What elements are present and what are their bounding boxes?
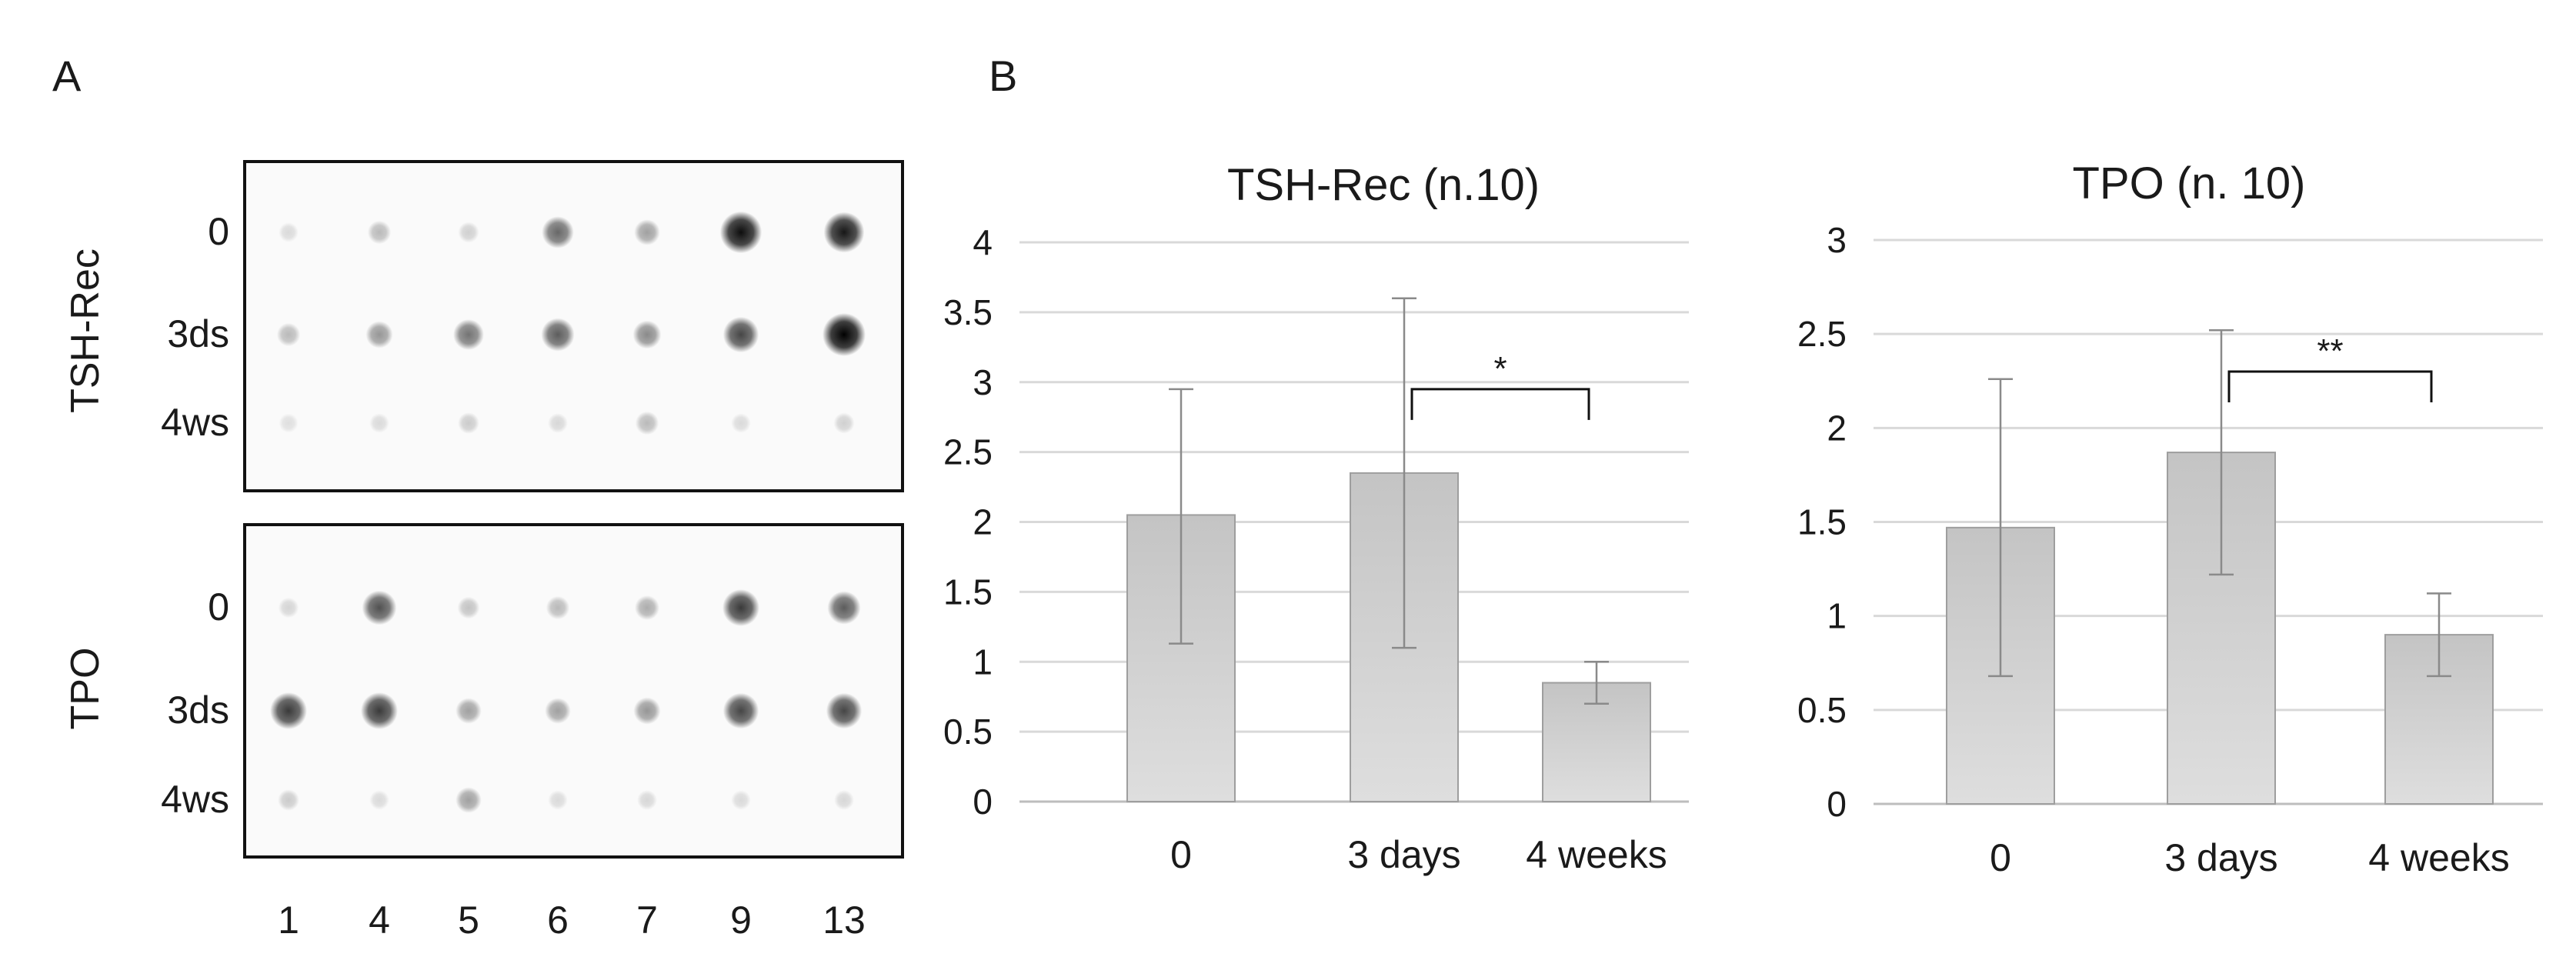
blot-spot bbox=[369, 790, 389, 810]
tsh-rec-bar-chart: TSH-Rec (n.10) 0 0.5 1 1.5 2 2.5 3 3.5 4 0 3 days 4 … bbox=[943, 160, 1689, 876]
blot-spot bbox=[278, 597, 299, 619]
blot-spot bbox=[457, 596, 480, 619]
x-category-label: 0 bbox=[1170, 833, 1192, 876]
significance-bracket bbox=[2227, 370, 2433, 403]
blot-spot bbox=[731, 790, 751, 810]
blot-spot bbox=[834, 790, 854, 810]
x-category-label: 3 days bbox=[2164, 836, 2277, 879]
blot-spot bbox=[545, 698, 571, 724]
blot-spot bbox=[361, 692, 398, 729]
blot-spot bbox=[635, 595, 659, 620]
y-tick-label: 0.5 bbox=[943, 712, 993, 752]
blot-spot bbox=[633, 697, 661, 725]
blot-lane-label: 5 bbox=[458, 899, 479, 942]
y-tick-label: 1.5 bbox=[1797, 502, 1847, 542]
blot-spot bbox=[548, 413, 568, 433]
y-tick-label: 0 bbox=[1827, 784, 1847, 824]
blot-lane-label: 9 bbox=[730, 899, 752, 942]
blot-spot bbox=[634, 219, 660, 245]
blot-row-label: 0 bbox=[208, 585, 229, 629]
blot-spot bbox=[637, 790, 657, 810]
blot-spot bbox=[722, 692, 759, 729]
blot-spot bbox=[719, 211, 762, 254]
blot-spot bbox=[362, 590, 397, 625]
x-category-label: 4 weeks bbox=[2368, 836, 2509, 879]
chart-title: TSH-Rec (n.10) bbox=[1227, 160, 1540, 210]
blot-spot bbox=[455, 698, 482, 724]
y-tick-label: 1.5 bbox=[943, 572, 993, 612]
y-tick-label: 2.5 bbox=[1797, 314, 1847, 354]
blot-spot bbox=[826, 692, 863, 729]
blot-spot bbox=[455, 787, 482, 813]
blot-spot bbox=[827, 591, 861, 625]
blot-row-label: 0 bbox=[208, 210, 229, 253]
y-tick-label: 4 bbox=[973, 222, 993, 262]
y-tick-label: 2 bbox=[973, 502, 993, 542]
panel-a-letter: A bbox=[52, 52, 82, 100]
blot-membrane bbox=[243, 523, 904, 859]
blot-lane-label: 4 bbox=[369, 899, 390, 942]
x-category-label: 3 days bbox=[1347, 833, 1460, 876]
blot-spot bbox=[731, 413, 751, 433]
blot-spot bbox=[546, 595, 570, 620]
blot-spot bbox=[279, 222, 299, 242]
y-tick-label: 0.5 bbox=[1797, 690, 1847, 730]
blot-spot bbox=[458, 222, 479, 243]
y-tick-label: 3 bbox=[973, 362, 993, 402]
blot-lane-label: 6 bbox=[547, 899, 569, 942]
blot-spot bbox=[833, 412, 855, 434]
blot-row-label: 4ws bbox=[161, 778, 229, 821]
blot-spot bbox=[270, 692, 307, 729]
blot-spot bbox=[453, 319, 484, 350]
x-category-label: 0 bbox=[1990, 836, 2011, 879]
blot-spot bbox=[542, 216, 574, 248]
dot-blot-panel: TSH-Rec 0 3ds 4ws TPO 0 3ds 4ws 1 4 5 6 7 9 13 bbox=[63, 160, 904, 942]
blot-lane-label: 7 bbox=[636, 899, 658, 942]
y-tick-label: 2 bbox=[1827, 408, 1847, 448]
blot-spot bbox=[823, 212, 865, 253]
blot-spot bbox=[722, 316, 759, 353]
blot-row-label: 4ws bbox=[161, 401, 229, 444]
blot-spot bbox=[365, 321, 393, 348]
blot-spot bbox=[541, 318, 575, 352]
tpo-bar-chart: TPO (n. 10) 0 0.5 1 1.5 2 2.5 3 0 3 days 4 weeks ** bbox=[1797, 158, 2543, 879]
chart-title: TPO (n. 10) bbox=[2073, 158, 2306, 208]
blot-spot bbox=[278, 789, 299, 811]
blot-row-label: 3ds bbox=[167, 312, 229, 355]
blot-membrane bbox=[243, 160, 904, 492]
blot-group-label: TPO bbox=[63, 648, 108, 730]
blot-lane-label: 1 bbox=[278, 899, 299, 942]
blot-row-label: 3ds bbox=[167, 689, 229, 732]
y-tick-label: 3.5 bbox=[943, 292, 993, 332]
y-tick-label: 1 bbox=[973, 642, 993, 682]
blot-spot bbox=[367, 220, 392, 245]
significance-bracket bbox=[1410, 388, 1590, 420]
panel-b-letter: B bbox=[989, 52, 1017, 100]
blot-spot bbox=[722, 589, 759, 626]
significance-label: ** bbox=[2317, 332, 2343, 370]
blot-spot bbox=[635, 411, 659, 435]
blot-spot bbox=[823, 313, 866, 356]
y-tick-label: 1 bbox=[1827, 596, 1847, 636]
y-tick-label: 2.5 bbox=[943, 432, 993, 472]
blot-spot bbox=[632, 320, 662, 349]
blot-group-label: TSH-Rec bbox=[63, 248, 108, 413]
blot-spot bbox=[279, 413, 299, 433]
significance-label: * bbox=[1493, 350, 1507, 388]
blot-lane-label: 13 bbox=[823, 899, 866, 942]
y-tick-label: 0 bbox=[973, 782, 993, 822]
y-tick-label: 3 bbox=[1827, 220, 1847, 260]
blot-spot bbox=[458, 412, 479, 434]
blot-spot bbox=[548, 790, 568, 810]
x-category-label: 4 weeks bbox=[1526, 833, 1667, 876]
blot-spot bbox=[276, 322, 301, 347]
blot-spot bbox=[369, 413, 389, 433]
